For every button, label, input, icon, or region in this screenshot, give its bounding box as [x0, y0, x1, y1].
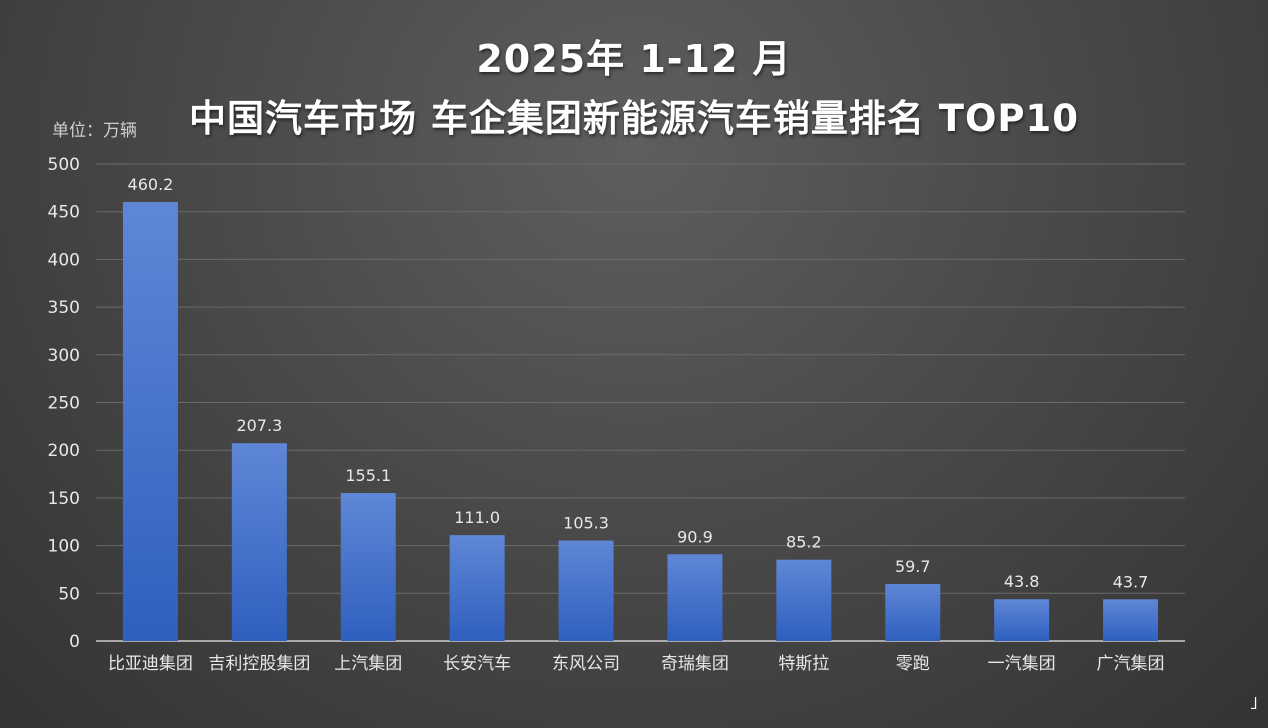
- x-category-label: 奇瑞集团: [661, 654, 729, 674]
- y-tick-label: 100: [48, 537, 80, 557]
- chart-title-line2: 中国汽车市场 车企集团新能源汽车销量排名 TOP10: [188, 97, 1080, 140]
- y-tick-label: 500: [48, 155, 80, 175]
- bar: [449, 535, 505, 641]
- bar-value-label: 59.7: [895, 557, 931, 576]
- y-tick-label: 200: [48, 441, 80, 461]
- chart-title-line1: 2025年 1-12 月: [476, 37, 792, 81]
- y-tick-label: 400: [48, 250, 80, 270]
- x-category-label: 广汽集团: [1097, 654, 1165, 674]
- bar: [885, 584, 941, 641]
- bar: [122, 201, 178, 642]
- bar: [776, 559, 832, 641]
- bar: [1103, 599, 1159, 641]
- bar-value-label: 207.3: [236, 416, 282, 435]
- bar: [994, 599, 1050, 641]
- bar: [667, 554, 723, 641]
- x-category-label: 零跑: [896, 654, 930, 674]
- y-tick-label: 250: [48, 394, 80, 414]
- corner-mark: ˩: [1249, 693, 1258, 714]
- bar-value-label: 111.0: [454, 508, 500, 527]
- bar: [231, 443, 287, 641]
- bar-value-label: 155.1: [345, 466, 391, 485]
- x-category-label: 上汽集团: [334, 654, 402, 674]
- y-tick-label: 0: [69, 632, 80, 652]
- bar-value-label: 85.2: [786, 533, 822, 552]
- y-tick-label: 350: [48, 298, 80, 318]
- y-tick-label: 300: [48, 346, 80, 366]
- bar-value-label: 43.7: [1113, 572, 1149, 591]
- y-tick-label: 150: [48, 489, 80, 509]
- y-tick-label: 50: [58, 584, 80, 604]
- bar-value-label: 460.2: [128, 175, 174, 194]
- bar-value-label: 105.3: [563, 514, 609, 533]
- x-category-label: 长安汽车: [443, 654, 511, 674]
- bar: [558, 540, 614, 641]
- bar-value-label: 43.8: [1004, 572, 1040, 591]
- bar-value-label: 90.9: [677, 527, 713, 546]
- x-category-label: 吉利控股集团: [208, 654, 310, 674]
- x-category-label: 比亚迪集团: [108, 654, 193, 674]
- x-category-label: 一汽集团: [988, 654, 1056, 674]
- x-category-label: 特斯拉: [778, 654, 829, 674]
- x-category-label: 东风公司: [552, 654, 620, 674]
- y-tick-label: 450: [48, 203, 80, 223]
- y-axis-unit-label: 单位：万辆: [52, 121, 137, 141]
- bar: [340, 493, 396, 641]
